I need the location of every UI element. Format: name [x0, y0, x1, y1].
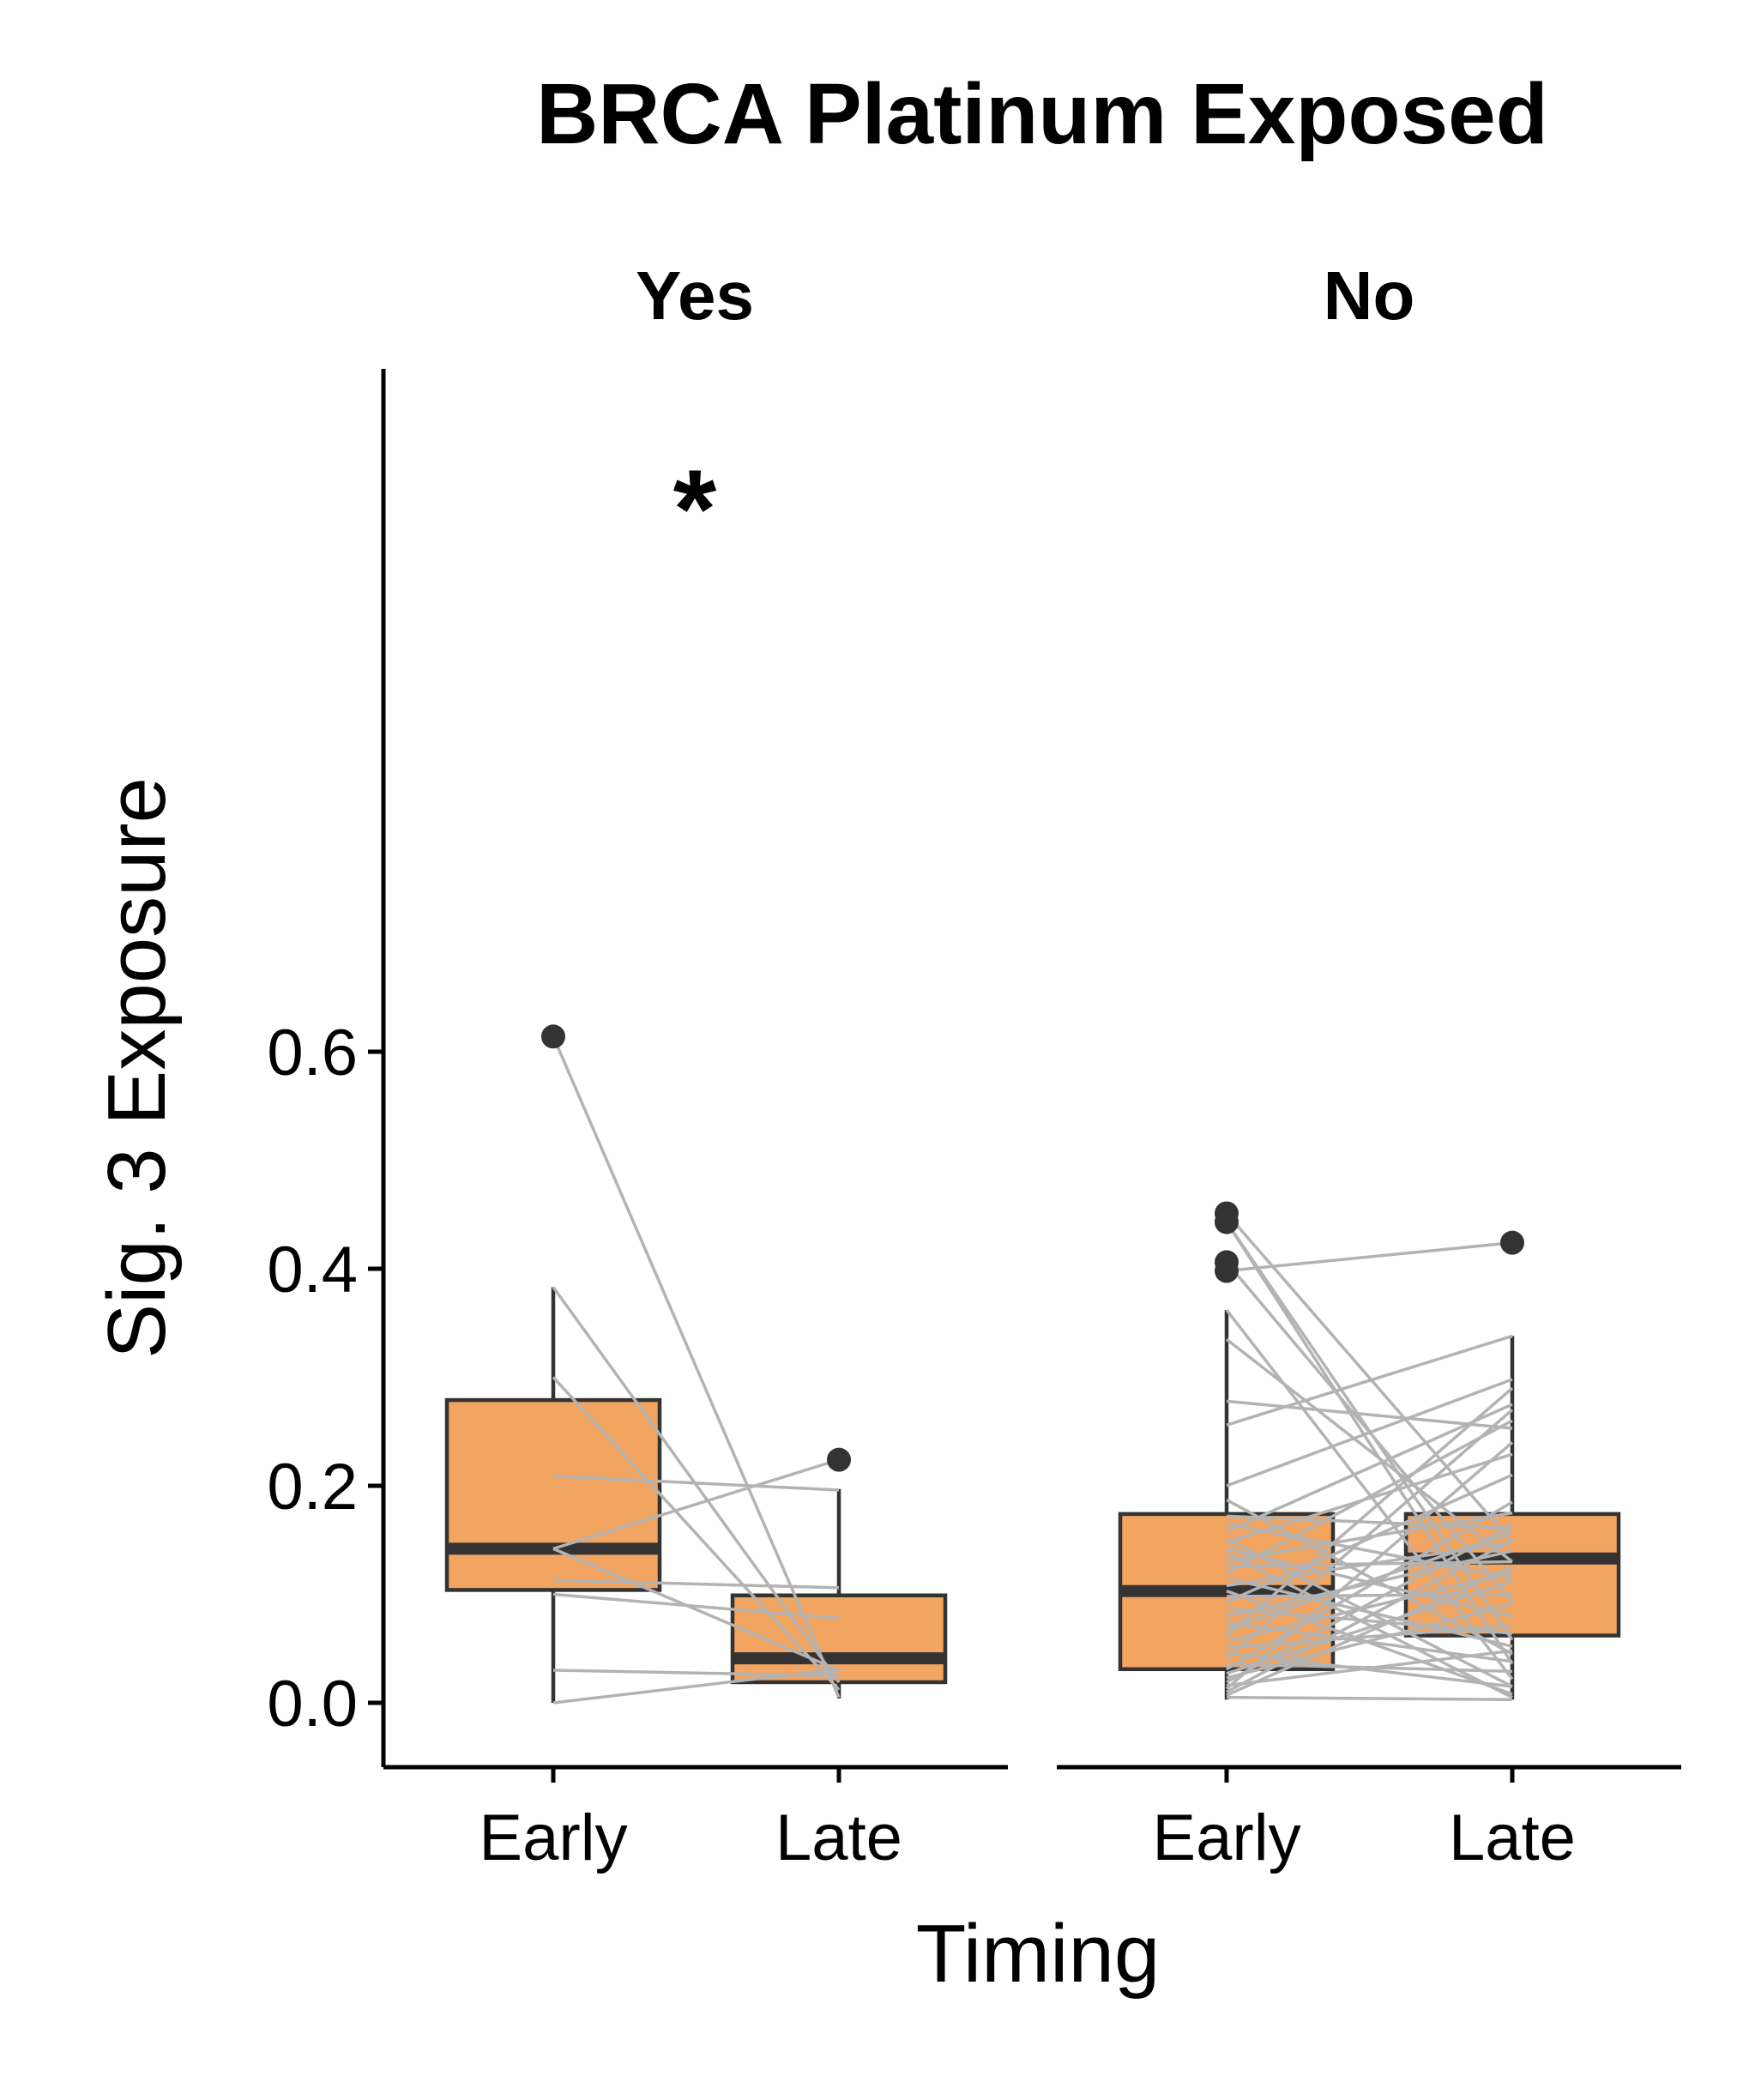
paired-line — [1226, 1419, 1513, 1574]
paired-line — [552, 1592, 840, 1620]
x-axis-title: Timing — [916, 1908, 1160, 2000]
y-axis: 0.0 0.2 0.4 0.6 — [267, 369, 386, 1767]
y-tick-label: 0.0 — [267, 1668, 358, 1741]
y-tick-label: 0.2 — [267, 1451, 358, 1524]
box-early — [444, 1397, 662, 1592]
outlier-point — [1215, 1258, 1239, 1283]
paired-line — [1226, 1403, 1513, 1533]
x-tick-label: Late — [775, 1801, 902, 1874]
paired-line — [1226, 1695, 1513, 1701]
paired-line — [1226, 1378, 1513, 1488]
paired-line — [552, 1457, 840, 1551]
paired-line — [1226, 1530, 1513, 1631]
paired-line — [1226, 1500, 1513, 1671]
panel-label-no: No — [1324, 257, 1415, 334]
paired-line — [1226, 1649, 1513, 1687]
x-tick-label: Late — [1449, 1801, 1576, 1874]
x-tick-label: Early — [479, 1801, 627, 1874]
boxplots — [444, 1287, 948, 1703]
paired-line — [1225, 1386, 1514, 1637]
paired-line — [1226, 1399, 1513, 1430]
paired-line — [1226, 1566, 1513, 1697]
paired-line — [1225, 1441, 1514, 1690]
outlier-point — [1500, 1230, 1524, 1255]
panel-yes — [444, 1024, 948, 1705]
outlier-points — [541, 1024, 851, 1472]
paired-line — [1226, 1571, 1513, 1643]
outlier-point — [541, 1024, 565, 1049]
paired-line — [1226, 1549, 1513, 1618]
paired-line — [552, 1286, 841, 1683]
significance-annotation: * — [673, 446, 717, 571]
paired-line — [1226, 1538, 1513, 1693]
paired-lines — [1225, 1212, 1514, 1701]
chart-title: BRCA Platinum Exposed — [536, 66, 1548, 162]
paired-line — [552, 1474, 840, 1492]
paired-lines — [552, 1035, 841, 1705]
y-axis-title: Sig. 3 Exposure — [91, 777, 183, 1359]
paired-line — [1225, 1212, 1514, 1543]
paired-line — [1226, 1624, 1513, 1650]
x-tick-label: Early — [1152, 1801, 1300, 1874]
y-tick-label: 0.4 — [267, 1234, 358, 1306]
paired-line — [552, 1376, 841, 1692]
y-tick-label: 0.6 — [267, 1017, 358, 1089]
paired-line — [1226, 1579, 1513, 1675]
panel-label-yes: Yes — [636, 257, 754, 334]
paired-line — [1225, 1409, 1514, 1660]
paired-line — [1226, 1514, 1513, 1530]
panel-no — [1118, 1201, 1621, 1701]
paired-line — [1226, 1473, 1513, 1603]
paired-line — [1226, 1524, 1513, 1684]
outlier-points — [1215, 1201, 1524, 1283]
paired-line — [552, 1547, 840, 1672]
paired-line — [552, 1578, 840, 1590]
paired-line — [552, 1668, 840, 1705]
paired-line — [1226, 1576, 1513, 1648]
paired-line — [1226, 1334, 1513, 1427]
paired-line — [1226, 1522, 1513, 1580]
x-axis: Early Late Early Late — [383, 1765, 1681, 1874]
outlier-point — [1215, 1210, 1239, 1234]
outlier-point — [827, 1447, 851, 1472]
paired-line — [1226, 1240, 1513, 1273]
